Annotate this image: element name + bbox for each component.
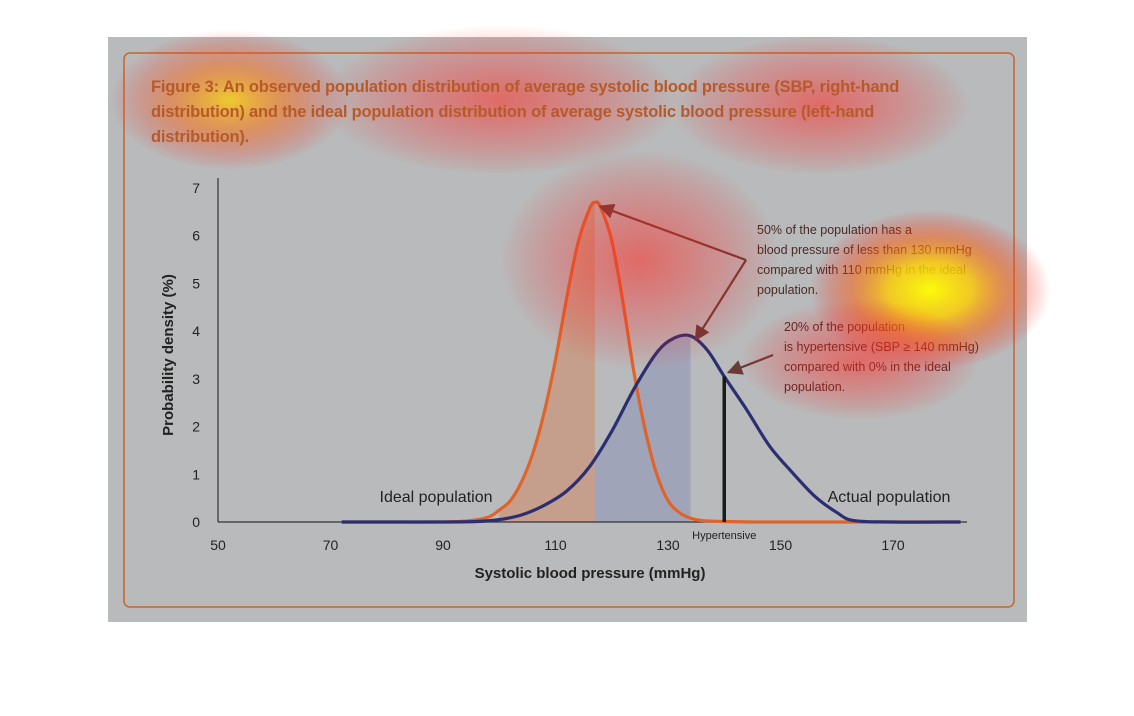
- x-tick-label: 110: [544, 537, 567, 553]
- heatmap-blob: [670, 35, 970, 175]
- x-axis-title: Systolic blood pressure (mmHg): [475, 565, 706, 582]
- heatmap-blob: [500, 150, 780, 370]
- x-tick-label: 70: [323, 537, 339, 553]
- heatmap-blob: [320, 25, 680, 175]
- figure-caption: Figure 3: An observed population distribu…: [151, 75, 961, 150]
- x-tick-label: 90: [435, 537, 451, 553]
- heatmap-blob: [740, 300, 980, 420]
- hypertensive-label: Hypertensive: [692, 530, 756, 542]
- actual-population-label: Actual population: [828, 489, 951, 506]
- ideal-population-label: Ideal population: [380, 489, 493, 506]
- x-tick-label: 170: [881, 537, 905, 553]
- y-tick-label: 4: [192, 323, 200, 339]
- x-tick-label: 150: [769, 537, 793, 553]
- y-tick-label: 6: [192, 228, 200, 244]
- heatmap-overlay: [110, 25, 1050, 420]
- y-tick-label: 2: [192, 419, 200, 435]
- shaded-region-actual: [594, 335, 691, 522]
- y-tick-label: 7: [192, 180, 200, 196]
- heatmap-blob: [110, 30, 350, 170]
- x-tick-label: 50: [210, 537, 226, 553]
- y-tick-label: 3: [192, 371, 200, 387]
- figure-caption-text: An observed population distribution of a…: [151, 78, 900, 146]
- figure-caption-prefix: Figure 3:: [151, 78, 219, 96]
- y-tick-label: 1: [192, 466, 200, 482]
- y-tick-label: 0: [192, 514, 200, 530]
- x-tick-label: 130: [656, 537, 680, 553]
- y-tick-label: 5: [192, 275, 200, 291]
- y-axis-title: Probability density (%): [160, 274, 177, 436]
